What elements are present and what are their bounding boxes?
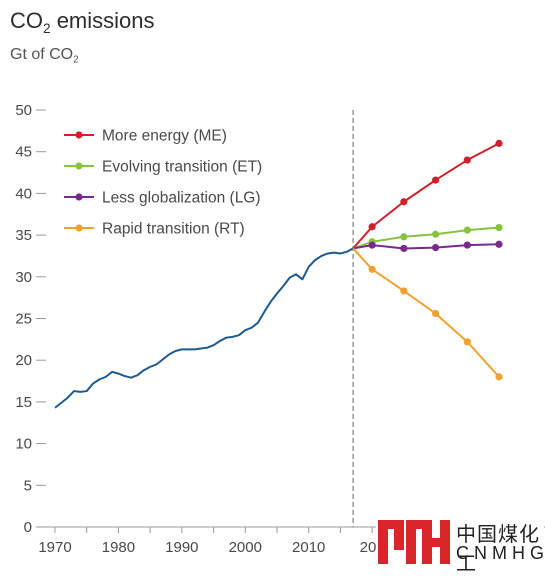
watermark-cn: 中国煤化工 <box>456 522 540 575</box>
series-point-me <box>431 176 440 184</box>
legend-label: Less globalization (LG) <box>102 190 261 207</box>
legend-swatch-dot <box>75 162 83 170</box>
series-point-rt <box>495 373 503 381</box>
series-point-lg <box>463 241 471 249</box>
series-et <box>352 223 503 250</box>
x-tick-label: 2010 <box>292 539 325 556</box>
series-point-me <box>368 223 376 231</box>
legend-item-rt: Rapid transition (RT) <box>64 221 245 238</box>
historical-line <box>54 247 354 409</box>
series-me <box>352 139 503 250</box>
series-point-rt <box>463 338 471 346</box>
y-axis: 0 5 10 15 20 25 30 35 40 45 50 <box>15 102 46 536</box>
legend-swatch-dot <box>75 131 83 139</box>
y-tick-label: 25 <box>15 311 32 328</box>
legend-swatch-dot <box>75 193 83 201</box>
series-point-lg <box>400 244 408 253</box>
y-tick-label: 30 <box>15 269 32 286</box>
title-subscript: 2 <box>43 20 51 36</box>
subtitle-prefix: Gt of CO <box>10 46 74 63</box>
title-suffix: emissions <box>50 8 155 33</box>
legend-label: Rapid transition (RT) <box>102 221 245 238</box>
chart-subtitle: Gt of CO2 <box>10 46 79 65</box>
plot-area <box>54 139 503 409</box>
watermark-en: CNMHG <box>456 543 545 563</box>
series-point-rt <box>368 265 376 273</box>
y-tick-label: 15 <box>15 394 32 411</box>
series-point-et <box>495 223 503 232</box>
series-point-rt <box>400 287 408 295</box>
y-tick-label: 5 <box>24 477 32 494</box>
series-point-et <box>400 233 408 241</box>
x-tick-label: 1970 <box>38 539 71 556</box>
series-point-et <box>431 230 440 238</box>
legend-swatch-dot <box>75 224 83 232</box>
title-prefix: CO <box>10 8 43 33</box>
legend-item-lg: Less globalization (LG) <box>64 190 261 207</box>
watermark-mark-icon <box>378 520 450 564</box>
series-point-rt <box>431 309 440 318</box>
subtitle-subscript: 2 <box>73 54 79 66</box>
series-point-lg <box>495 240 503 248</box>
series-rt <box>352 247 503 381</box>
series-point-me <box>400 198 408 206</box>
legend-label: Evolving transition (ET) <box>102 159 262 176</box>
series-point-me <box>463 156 471 164</box>
series-point-lg <box>431 244 440 252</box>
series-point-et <box>463 226 471 234</box>
x-tick-label: 2000 <box>229 539 262 556</box>
y-tick-label: 45 <box>15 144 32 161</box>
legend: More energy (ME) Evolving transition (ET)… <box>64 128 262 238</box>
x-tick-label: 1990 <box>165 539 198 556</box>
legend-item-et: Evolving transition (ET) <box>64 159 262 176</box>
y-tick-label: 20 <box>15 352 32 369</box>
legend-label: More energy (ME) <box>102 128 227 145</box>
series-point-lg <box>368 241 376 249</box>
y-tick-label: 0 <box>24 519 32 536</box>
series-line-rt <box>352 247 500 378</box>
series-line-me <box>352 142 500 250</box>
y-tick-label: 10 <box>15 436 32 453</box>
y-tick-label: 50 <box>15 102 32 119</box>
series-lg <box>352 240 503 253</box>
chart-title: CO2 emissions <box>10 8 155 36</box>
watermark-logo: 中国煤化工 CNMHG <box>376 516 545 575</box>
y-tick-label: 35 <box>15 227 32 244</box>
x-tick-label: 1980 <box>102 539 135 556</box>
legend-item-me: More energy (ME) <box>64 128 227 145</box>
series-point-me <box>495 139 503 147</box>
y-tick-label: 40 <box>15 185 32 202</box>
